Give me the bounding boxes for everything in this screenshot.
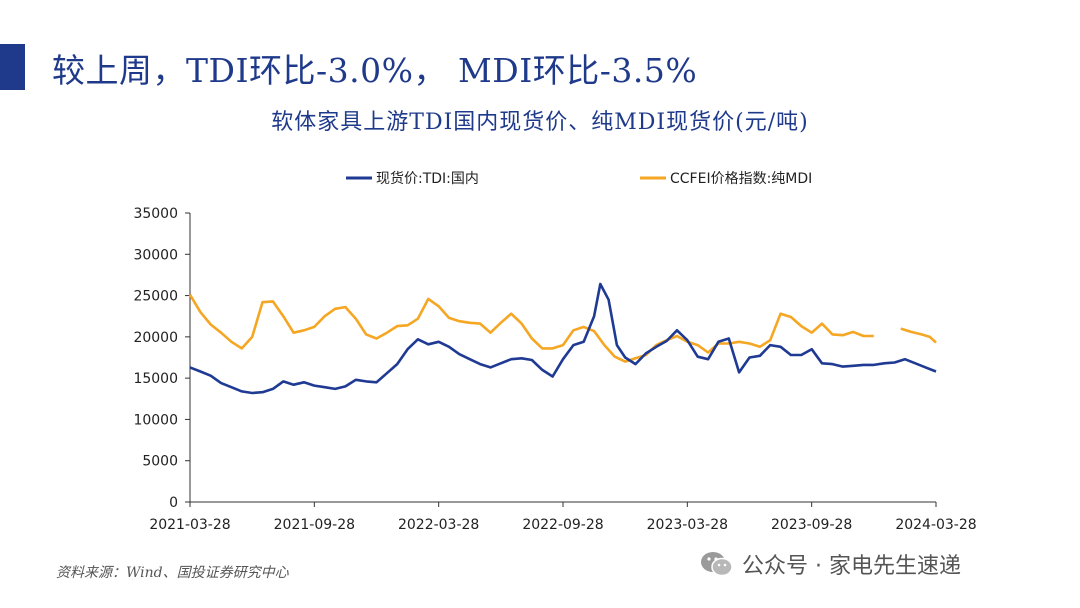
y-tick-label: 20000 xyxy=(133,330,178,346)
chart-axes: 0 5000 10000 15000 20000 25000 30000 35000 2021-… xyxy=(133,206,976,533)
source-note: 资料来源：Wind、国投证券研究中心 xyxy=(56,565,289,581)
y-tick-label: 15000 xyxy=(133,371,178,387)
series-line xyxy=(188,294,874,363)
x-tick-label: 2021-03-28 xyxy=(149,517,230,533)
legend-label: 现货价:TDI:国内 xyxy=(376,170,479,187)
x-tick-label: 2022-09-28 xyxy=(522,517,603,533)
title-accent-bar xyxy=(0,44,25,90)
y-tick-label: 5000 xyxy=(142,454,178,470)
watermark: 公众号 · 家电先生速递 xyxy=(700,548,961,580)
x-tick-label: 2021-09-28 xyxy=(274,517,355,533)
x-tick-label: 2023-09-28 xyxy=(771,517,852,533)
x-tick-label: 2022-03-28 xyxy=(398,517,479,533)
wechat-icon xyxy=(700,550,734,578)
slide-title: 较上周，TDI环比-3.0%， MDI环比-3.5% xyxy=(52,51,698,90)
y-tick-label: 0 xyxy=(169,495,178,511)
x-tick-label: 2024-03-28 xyxy=(895,517,976,533)
x-tick-label: 2023-03-28 xyxy=(647,517,728,533)
y-tick-label: 25000 xyxy=(133,289,178,305)
chart-legend: 现货价:TDI:国内 CCFEI价格指数:纯MDI xyxy=(346,170,812,187)
series-line-segment xyxy=(900,327,937,344)
chart-title: 软体家具上游TDI国内现货价、纯MDI现货价(元/吨) xyxy=(271,110,809,135)
y-tick-label: 10000 xyxy=(133,412,178,428)
legend-label: CCFEI价格指数:纯MDI xyxy=(670,171,812,187)
watermark-text: 公众号 · 家电先生速递 xyxy=(742,554,961,579)
y-tick-label: 35000 xyxy=(133,206,178,222)
chart-series xyxy=(188,282,937,395)
y-tick-label: 30000 xyxy=(133,247,178,263)
series-line xyxy=(189,282,937,395)
